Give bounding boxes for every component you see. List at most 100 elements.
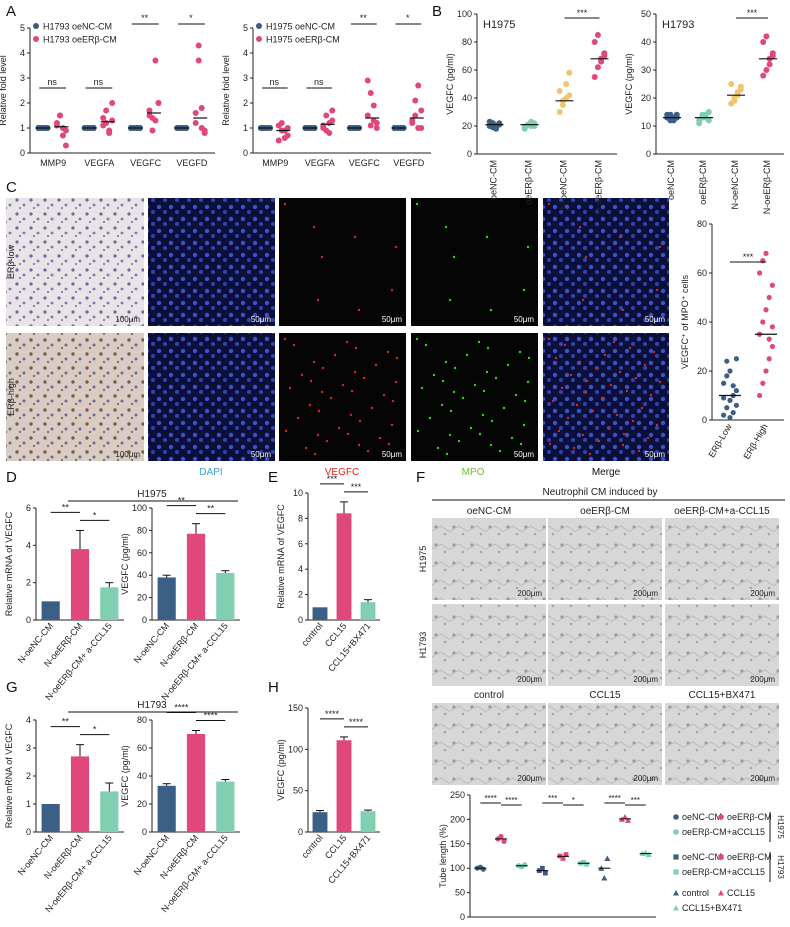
- chart-c-ytick-label: 0: [702, 415, 707, 425]
- data-point: [155, 100, 162, 106]
- bar: [41, 601, 60, 620]
- data-point: [284, 125, 291, 131]
- signal-speck: [424, 343, 428, 347]
- data-point: [724, 358, 730, 364]
- signal-speck: [382, 393, 386, 397]
- signal-speck: [622, 432, 626, 436]
- signal-speck: [584, 390, 588, 394]
- data-point: [556, 88, 563, 94]
- legend-side-label: H1793: [776, 855, 785, 879]
- chart-d2-ylabel: VEGFC (pg/ml): [120, 533, 130, 595]
- bar: [360, 602, 376, 620]
- chart-a1-ytick-label: 4: [20, 48, 25, 58]
- data-point: [763, 250, 769, 256]
- tube-image: [548, 703, 662, 785]
- chart-a2-ytick-label: 2: [243, 98, 248, 108]
- data-point: [501, 838, 507, 844]
- bar: [70, 756, 90, 832]
- significance-label: ***: [743, 252, 754, 262]
- signal-speck: [457, 439, 461, 443]
- column-label: CCL15+BX471: [689, 690, 756, 701]
- signal-speck: [370, 406, 374, 410]
- chart-b2-ylabel: VEGFC (pg/ml): [624, 53, 634, 115]
- legend-marker: [673, 814, 679, 820]
- signal-speck: [420, 386, 424, 390]
- chart-a1-ytick-label: 2: [20, 98, 25, 108]
- signal-speck: [655, 288, 659, 292]
- chart-a1-ylabel: Relative fold level: [0, 55, 8, 126]
- chart-e-ytick-label: 2: [298, 590, 303, 600]
- signal-speck: [346, 432, 350, 436]
- signal-speck: [333, 353, 337, 357]
- data-point: [721, 395, 727, 401]
- chart-a2-ylabel: Relative fold level: [221, 55, 231, 126]
- data-point: [103, 120, 110, 126]
- data-point: [152, 117, 159, 124]
- data-point: [563, 852, 569, 857]
- chart-a2-ytick-label: 3: [243, 73, 248, 83]
- data-point: [728, 81, 735, 87]
- data-point: [522, 862, 528, 868]
- legend-marker: [718, 890, 724, 896]
- significance-label: *: [572, 796, 575, 805]
- chart-a1: 0 1 2 3 4 5 Relative fold level MMP9 ns VEGFA ns VE…: [0, 13, 215, 168]
- panel-letter-e: E: [268, 469, 278, 486]
- legend-label: oeERβ-CM: [727, 852, 772, 862]
- signal-speck: [449, 409, 453, 413]
- signal-speck: [523, 399, 527, 403]
- chart-d1-ylabel: Relative mRNA of VEGFC: [4, 511, 14, 616]
- data-point: [195, 42, 202, 49]
- data-point: [486, 118, 493, 125]
- tube-image: [432, 518, 546, 600]
- x-tick-label: MMP9: [262, 158, 288, 168]
- data-point: [733, 388, 740, 394]
- data-point: [498, 833, 504, 840]
- signal-speck: [366, 449, 370, 453]
- micrograph-image: [543, 333, 669, 461]
- signal-speck: [452, 390, 456, 394]
- chart-c-ytick-label: 40: [697, 317, 707, 327]
- data-point: [601, 874, 608, 881]
- signal-speck: [547, 337, 551, 341]
- legend-label: H1975 oeERβ-CM: [266, 35, 340, 45]
- row-label: ERβ-high: [6, 378, 16, 416]
- chart-h-ytick-label: 0: [298, 827, 303, 837]
- channel-label: Merge: [592, 467, 621, 478]
- chart-b2-ytick-label: 50: [641, 9, 651, 19]
- panel-f-images: oeNC-CM oeERβ-CM oeERβ-CM+a-CCL15 200μm 200μ…: [418, 506, 779, 785]
- scale-bar-label: 200μm: [517, 589, 542, 598]
- scale-bar-label: 50μm: [645, 315, 666, 324]
- signal-speck: [572, 446, 576, 450]
- scale-bar-label: 200μm: [750, 675, 775, 684]
- chart-b1-ytick-label: 80: [462, 37, 472, 47]
- scale-bar-label: 50μm: [514, 450, 535, 459]
- legend-label: oeERβ-CM+aCCL15: [682, 867, 765, 877]
- signal-speck: [518, 350, 522, 354]
- signal-speck: [591, 409, 595, 413]
- data-point: [531, 123, 538, 129]
- signal-speck: [374, 363, 378, 367]
- significance-label: ns: [94, 77, 104, 87]
- signal-speck: [394, 245, 398, 249]
- data-point: [56, 112, 63, 119]
- chart-b1: 0 20 40 60 80 100 VEGFC (pg/ml) H1975 oeNC-CM oeE…: [445, 8, 617, 214]
- chart-title: H1975: [483, 19, 515, 31]
- significance-label: ****: [608, 794, 620, 803]
- micrograph-image: [543, 198, 669, 326]
- signal-speck: [588, 452, 592, 456]
- significance-label: ns: [269, 77, 279, 87]
- scale-bar-label: 200μm: [633, 675, 658, 684]
- chart-g1-ytick-label: 2: [26, 771, 31, 781]
- data-point: [591, 39, 598, 45]
- data-point: [415, 125, 422, 131]
- data-point: [581, 859, 587, 865]
- chart-g2-ytick-label: 0: [142, 827, 147, 837]
- tube-image: [548, 604, 662, 686]
- x-tick-label: oeERβ-CM: [698, 160, 708, 205]
- signal-speck: [390, 288, 394, 292]
- data-point: [594, 64, 601, 71]
- data-point: [415, 82, 422, 89]
- signal-speck: [631, 419, 635, 423]
